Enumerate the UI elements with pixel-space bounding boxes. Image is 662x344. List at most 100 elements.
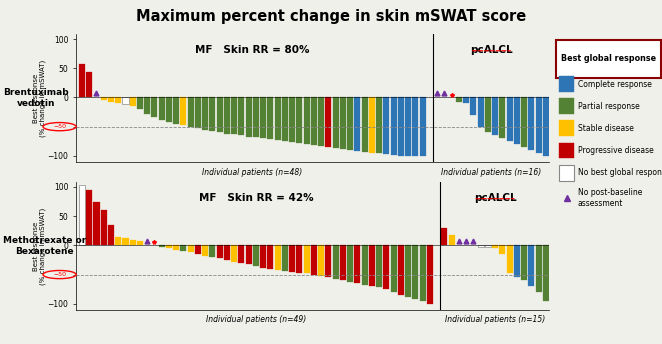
Bar bbox=[499, 97, 505, 138]
Bar bbox=[347, 97, 354, 150]
Bar bbox=[137, 97, 143, 109]
Text: −50: −50 bbox=[53, 124, 66, 129]
Bar bbox=[318, 245, 324, 276]
Bar bbox=[420, 97, 426, 156]
Bar bbox=[383, 97, 389, 154]
Text: Stable disease: Stable disease bbox=[578, 124, 634, 133]
Bar bbox=[216, 97, 222, 132]
Bar bbox=[166, 245, 172, 248]
Bar bbox=[442, 228, 448, 245]
Bar bbox=[297, 97, 303, 143]
Bar bbox=[79, 64, 85, 97]
Bar bbox=[361, 97, 367, 152]
Text: Complete response: Complete response bbox=[578, 79, 652, 88]
Bar bbox=[492, 245, 498, 248]
Bar bbox=[267, 245, 273, 269]
Bar bbox=[195, 245, 201, 254]
FancyBboxPatch shape bbox=[559, 98, 574, 114]
Bar bbox=[361, 245, 367, 285]
Text: Brentuximab
vedotin: Brentuximab vedotin bbox=[3, 88, 69, 108]
Bar bbox=[318, 97, 324, 146]
Bar bbox=[246, 245, 252, 264]
Bar bbox=[420, 245, 426, 301]
Bar bbox=[137, 241, 143, 245]
Bar bbox=[159, 245, 165, 247]
Bar bbox=[231, 245, 237, 262]
Text: −50: −50 bbox=[53, 272, 66, 277]
Bar bbox=[347, 245, 354, 282]
Bar bbox=[195, 97, 201, 128]
Bar bbox=[202, 97, 209, 130]
Bar bbox=[391, 97, 397, 155]
Bar bbox=[455, 97, 462, 102]
Bar bbox=[173, 245, 179, 250]
Text: Individual patients (n=16): Individual patients (n=16) bbox=[442, 168, 542, 176]
Bar bbox=[398, 245, 404, 295]
Bar bbox=[166, 97, 172, 122]
Text: Partial response: Partial response bbox=[578, 102, 639, 111]
Bar bbox=[93, 202, 99, 245]
Bar bbox=[108, 225, 114, 245]
Bar bbox=[514, 97, 520, 144]
Bar bbox=[282, 97, 288, 141]
Bar bbox=[115, 97, 121, 103]
Text: MF   Skin RR = 42%: MF Skin RR = 42% bbox=[199, 193, 313, 203]
Bar bbox=[325, 97, 332, 147]
Text: No post-baseline
assessment: No post-baseline assessment bbox=[578, 188, 642, 208]
Bar bbox=[325, 245, 332, 278]
Bar bbox=[224, 97, 230, 134]
Bar bbox=[514, 245, 520, 278]
Bar bbox=[477, 97, 484, 127]
Text: Maximum percent change in skin mSWAT score: Maximum percent change in skin mSWAT sco… bbox=[136, 9, 526, 24]
Text: pcALCL: pcALCL bbox=[470, 45, 513, 55]
Bar bbox=[152, 97, 158, 117]
Bar bbox=[369, 245, 375, 286]
Text: pcALCL: pcALCL bbox=[474, 193, 516, 203]
Bar bbox=[405, 245, 411, 297]
Bar bbox=[398, 97, 404, 156]
Text: No best global response: No best global response bbox=[578, 168, 662, 177]
Bar bbox=[391, 245, 397, 292]
Bar bbox=[180, 97, 187, 126]
Bar bbox=[130, 97, 136, 106]
Bar bbox=[101, 210, 107, 245]
Bar bbox=[383, 245, 389, 289]
FancyBboxPatch shape bbox=[559, 120, 574, 136]
Bar bbox=[369, 97, 375, 153]
Bar bbox=[289, 97, 295, 142]
Bar bbox=[253, 245, 259, 266]
FancyBboxPatch shape bbox=[559, 142, 574, 158]
Bar bbox=[485, 97, 491, 132]
Bar bbox=[275, 245, 281, 270]
Bar bbox=[122, 97, 128, 105]
Bar bbox=[79, 185, 85, 245]
FancyBboxPatch shape bbox=[556, 40, 661, 78]
Text: Individual patients (n=15): Individual patients (n=15) bbox=[445, 315, 545, 324]
Bar bbox=[238, 245, 244, 263]
Bar bbox=[304, 97, 310, 144]
Bar bbox=[86, 190, 92, 245]
Bar bbox=[187, 245, 194, 252]
Bar bbox=[499, 245, 505, 254]
FancyBboxPatch shape bbox=[559, 165, 574, 181]
Bar bbox=[144, 97, 150, 114]
Bar bbox=[477, 245, 484, 247]
Bar bbox=[282, 245, 288, 271]
Bar bbox=[180, 245, 187, 251]
Bar bbox=[122, 238, 128, 245]
Bar bbox=[238, 97, 244, 136]
Bar bbox=[108, 97, 114, 102]
Bar bbox=[267, 97, 273, 140]
Bar bbox=[470, 97, 477, 115]
Bar bbox=[332, 245, 339, 279]
Bar bbox=[340, 97, 346, 149]
Bar bbox=[463, 97, 469, 103]
Bar bbox=[332, 97, 339, 148]
Bar bbox=[224, 245, 230, 260]
Bar bbox=[492, 97, 498, 136]
Bar bbox=[536, 97, 542, 153]
Bar bbox=[506, 245, 512, 273]
Bar bbox=[310, 97, 317, 145]
Bar bbox=[427, 245, 433, 304]
Bar bbox=[86, 72, 92, 97]
